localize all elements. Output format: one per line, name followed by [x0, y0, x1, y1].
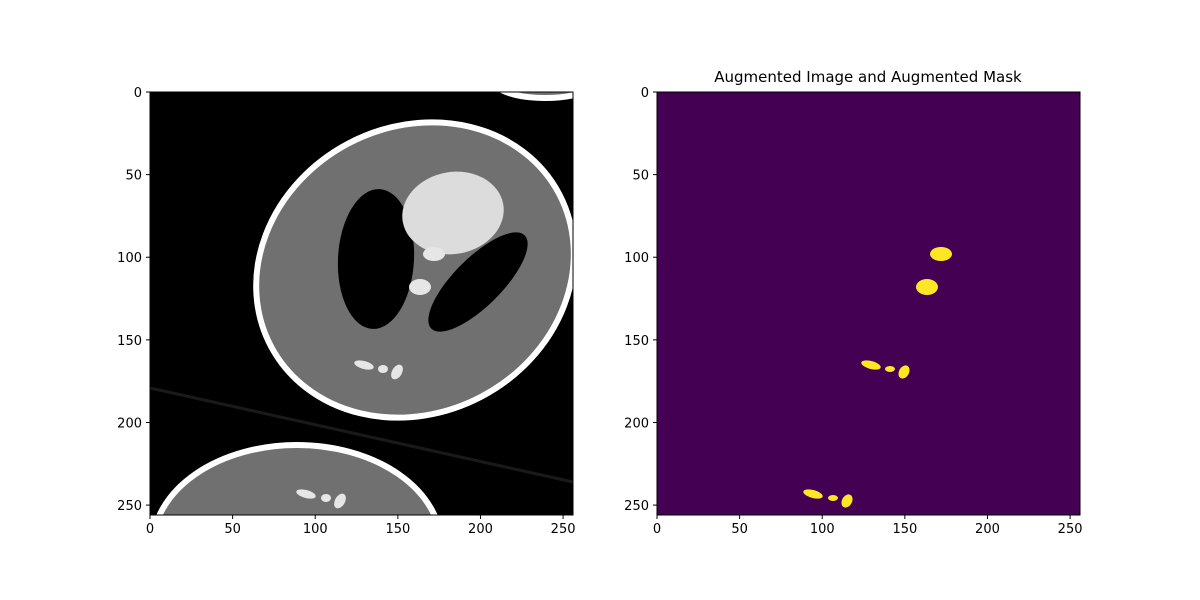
mask-blob-f	[803, 489, 823, 499]
left-y-tick-label: 50	[125, 169, 142, 184]
left-x-tick-label: 100	[303, 522, 328, 537]
left-axes-frame	[149, 91, 574, 516]
right-axes-frame	[656, 91, 1081, 516]
right-panel: 0 50 100 150 200 250 0 50 100 150 200 250 Augmente…	[624, 68, 1082, 537]
left-y-tick-label: 150	[117, 334, 142, 349]
right-x-tick-label: 150	[892, 522, 917, 537]
spot-b	[409, 279, 431, 295]
top-ellipse	[499, 92, 573, 101]
left-x-ticks: 0 50 100 150 200 250	[146, 515, 576, 537]
left-x-tick-label: 50	[224, 522, 241, 537]
spot-e	[391, 364, 403, 380]
right-y-tick-label: 150	[624, 334, 649, 349]
right-y-ticks: 0 50 100 150 200 250	[624, 86, 657, 514]
spot-f	[296, 489, 316, 499]
spot-d	[378, 365, 388, 373]
right-image	[657, 92, 1080, 515]
dark-ellipse-left	[337, 189, 415, 329]
mask-blob-a	[930, 247, 952, 261]
mask-blob-e	[898, 365, 910, 379]
left-x-tick-label: 250	[551, 522, 576, 537]
left-panel: 0 50 100 150 200 250 0 50 100 150 200 250	[117, 86, 576, 537]
mask-blob-c	[861, 360, 881, 370]
right-x-ticks: 0 50 100 150 200 250	[653, 515, 1083, 537]
right-y-tick-label: 250	[624, 499, 649, 514]
right-y-tick-label: 50	[632, 169, 649, 184]
mask-blob-b	[916, 279, 938, 295]
bright-ellipse	[402, 171, 504, 255]
right-x-tick-label: 50	[731, 522, 748, 537]
right-y-tick-label: 200	[624, 416, 649, 431]
right-x-tick-label: 250	[1058, 522, 1083, 537]
left-image	[150, 92, 573, 515]
spot-a	[423, 247, 445, 261]
spot-h	[334, 493, 346, 509]
mask-blob-d	[885, 366, 895, 372]
left-y-tick-label: 0	[134, 86, 142, 101]
left-x-tick-label: 0	[146, 522, 154, 537]
left-y-tick-label: 100	[117, 251, 142, 266]
left-y-ticks: 0 50 100 150 200 250	[117, 86, 150, 514]
right-y-tick-label: 100	[624, 251, 649, 266]
spot-g	[321, 494, 331, 502]
left-y-tick-label: 200	[117, 416, 142, 431]
left-x-tick-label: 200	[468, 522, 493, 537]
bottom-ellipse	[156, 442, 438, 515]
right-x-tick-label: 0	[653, 522, 661, 537]
right-x-tick-label: 100	[810, 522, 835, 537]
right-title: Augmented Image and Augmented Mask	[714, 68, 1022, 86]
mask-background	[657, 92, 1080, 515]
left-y-tick-label: 250	[117, 499, 142, 514]
left-faint-line	[150, 386, 573, 484]
mask-blob-h	[841, 494, 853, 508]
left-x-tick-label: 150	[385, 522, 410, 537]
mask-blob-g	[828, 495, 838, 501]
dark-ellipse-right	[428, 232, 528, 332]
right-x-tick-label: 200	[975, 522, 1000, 537]
spot-c	[354, 360, 374, 370]
right-y-tick-label: 0	[641, 86, 649, 101]
